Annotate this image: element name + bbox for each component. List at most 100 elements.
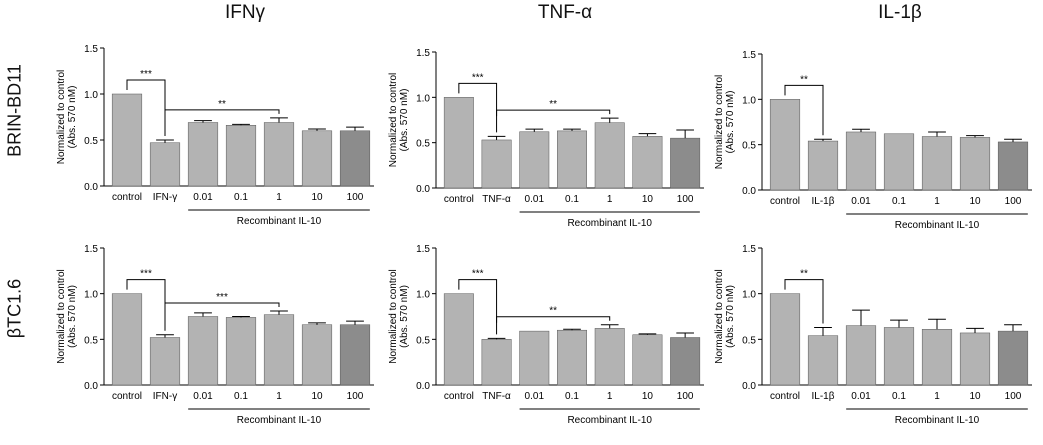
- bar-control: [769, 293, 801, 386]
- y-tick-label: 1.0: [742, 95, 756, 106]
- group-label: Recombinant IL-10: [237, 415, 322, 426]
- significance-bracket: [496, 316, 611, 323]
- x-tick-label: control: [770, 196, 800, 207]
- bar-100: [997, 330, 1029, 386]
- significance-bracket: [458, 82, 498, 133]
- x-tick-label: 1: [934, 391, 940, 402]
- y-tick-label: 0.0: [84, 182, 98, 193]
- x-tick-label: 100: [347, 192, 364, 203]
- chart-panel-2: 0.0 0.5 1.0 1.5 Normalized to control (Abs. 5…: [388, 48, 704, 229]
- y-tick-label: 0.5: [84, 335, 98, 346]
- significance-label: **: [800, 74, 808, 85]
- bar-10: [632, 136, 663, 189]
- y-axis-label: Normalized to control: [56, 70, 67, 164]
- y-tick-label: 1.0: [416, 290, 430, 301]
- significance-label: **: [549, 99, 557, 110]
- x-tick-label: 0.01: [193, 391, 213, 402]
- x-tick-label: control: [444, 391, 474, 402]
- significance-label: **: [549, 306, 557, 317]
- y-tick-label: 0.0: [742, 186, 756, 197]
- bar-control: [443, 293, 474, 386]
- bar-100: [670, 337, 701, 386]
- y-axis-label: Normalized to control: [714, 269, 725, 363]
- y-tick-label: 1.0: [416, 93, 430, 104]
- bar-10: [301, 324, 333, 386]
- bar-0.1: [557, 329, 587, 386]
- y-axis-label: (Abs. 570 nM): [399, 89, 410, 152]
- y-tick-label: 1.0: [742, 290, 756, 301]
- significance-label: **: [218, 99, 226, 110]
- bar-100: [670, 137, 701, 189]
- bar-0.01: [187, 122, 219, 187]
- x-tick-label: 10: [969, 196, 981, 207]
- bar-0.1: [225, 125, 257, 187]
- bar-0.01: [519, 330, 550, 386]
- x-tick-label: IL-1β: [812, 196, 835, 207]
- x-tick-label: TNF-α: [482, 194, 511, 205]
- bar-0.1: [883, 133, 915, 191]
- x-tick-label: 10: [642, 194, 654, 205]
- x-tick-label: 0.01: [851, 196, 871, 207]
- group-label: Recombinant IL-10: [567, 415, 652, 426]
- x-tick-label: 10: [642, 391, 654, 402]
- x-tick-label: 0.1: [892, 196, 906, 207]
- y-tick-label: 0.5: [416, 335, 430, 346]
- bar-0.01: [519, 131, 550, 189]
- significance-label: ***: [472, 72, 484, 83]
- column-title-ifng: IFNγ: [224, 2, 266, 23]
- significance-bracket: [784, 84, 824, 136]
- significance-bracket: [164, 302, 280, 310]
- y-tick-label: 1.5: [416, 244, 430, 255]
- bar-0.1: [225, 317, 257, 386]
- significance-bracket: [784, 279, 824, 324]
- y-axis-label: (Abs. 570 nM): [67, 86, 78, 149]
- y-axis-label: Normalized to control: [388, 73, 399, 167]
- y-tick-label: 1.5: [84, 44, 98, 55]
- bar-control: [769, 99, 801, 191]
- y-tick-label: 1.5: [416, 48, 430, 59]
- y-tick-label: 1.5: [742, 244, 756, 255]
- y-tick-label: 0.0: [742, 381, 756, 392]
- x-tick-label: control: [112, 391, 142, 402]
- y-axis-label: Normalized to control: [388, 269, 399, 363]
- bar-control: [111, 293, 143, 386]
- bar-0.01: [845, 325, 877, 386]
- x-tick-label: 100: [347, 391, 364, 402]
- chart-panel-6: 0.0 0.5 1.0 1.5 Normalized to control (Abs. 5…: [714, 244, 1032, 426]
- group-label: Recombinant IL-10: [895, 220, 980, 231]
- y-axis-label: (Abs. 570 nM): [725, 285, 736, 348]
- significance-bracket: [458, 279, 498, 335]
- x-tick-label: 1: [607, 391, 613, 402]
- bar-1: [263, 122, 295, 187]
- x-tick-label: 100: [677, 391, 694, 402]
- y-tick-label: 0.5: [742, 335, 756, 346]
- y-axis-label: (Abs. 570 nM): [67, 285, 78, 348]
- x-tick-label: TNF-α: [482, 391, 511, 402]
- bar-IFN-γ: [149, 337, 181, 386]
- column-title-il1b: IL-1β: [878, 2, 922, 23]
- y-tick-label: 0.5: [742, 141, 756, 152]
- bar-0.1: [883, 327, 915, 386]
- y-axis-label: Normalized to control: [714, 75, 725, 169]
- x-tick-label: 0.1: [565, 194, 579, 205]
- x-tick-label: 10: [311, 391, 323, 402]
- bar-control: [443, 97, 474, 189]
- bar-1: [263, 314, 295, 386]
- significance-bracket: [164, 109, 280, 116]
- bar-10: [301, 130, 333, 187]
- x-tick-label: 0.01: [193, 192, 213, 203]
- significance-label: ***: [216, 292, 228, 303]
- x-tick-label: 100: [1005, 391, 1022, 402]
- x-tick-label: 0.1: [234, 192, 248, 203]
- x-tick-label: 1: [276, 192, 282, 203]
- bar-IL-1β: [807, 140, 839, 191]
- x-tick-label: 0.01: [525, 194, 545, 205]
- x-tick-label: 0.01: [851, 391, 871, 402]
- bar-10: [959, 137, 991, 191]
- bar-1: [921, 329, 953, 386]
- significance-label: ***: [472, 269, 484, 280]
- x-tick-label: 1: [607, 194, 613, 205]
- bar-TNF-α: [481, 139, 512, 189]
